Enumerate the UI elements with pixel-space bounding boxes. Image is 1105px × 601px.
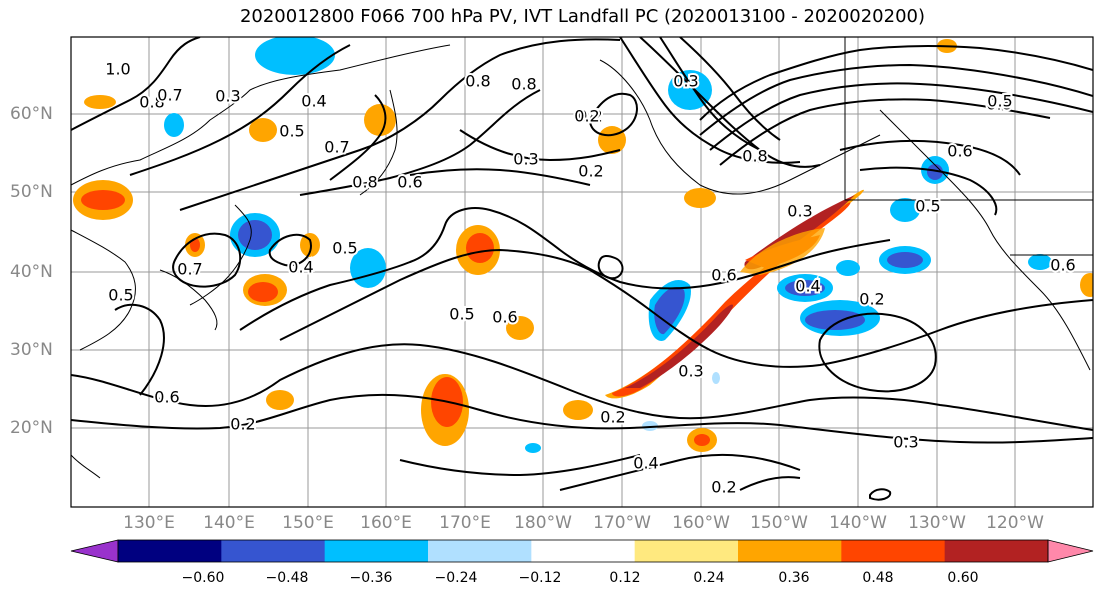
contour-label: 0.2 xyxy=(577,107,602,126)
lon-label: 150°W xyxy=(750,513,808,533)
colorbar-segment xyxy=(738,540,842,562)
lon-label: 170°E xyxy=(439,513,491,533)
lon-label: 170°W xyxy=(593,513,651,533)
contour-label: 0.7 xyxy=(177,260,202,279)
contour-labels: 1.00.80.7 0.30.50.40.80.20.8 0.30.20.80.70… xyxy=(103,58,1077,499)
colorbar-tick-label: 0.60 xyxy=(947,570,979,586)
contour-label: 0.7 xyxy=(324,138,349,157)
map-frame xyxy=(70,36,1094,508)
lat-label: 30°N xyxy=(10,340,53,360)
contour-label: 0.7 xyxy=(157,86,182,105)
colorbar-segment xyxy=(531,540,636,562)
contour-label: 0.2 xyxy=(230,415,255,434)
colorbar-segment xyxy=(841,540,946,562)
colorbar-tick-label: 0.12 xyxy=(609,570,641,586)
colorbar-tick-label: −0.60 xyxy=(181,570,225,586)
contour-label: 0.3 xyxy=(215,87,240,106)
contour-label: 0.8 xyxy=(511,75,536,94)
coastlines xyxy=(71,37,1093,479)
colorbar-segment xyxy=(324,540,429,562)
lon-label: 140°W xyxy=(829,513,887,533)
contour-label: 0.4 xyxy=(301,92,326,111)
map-content: 1.00.80.7 0.30.50.40.80.20.8 0.30.20.80.70… xyxy=(71,37,1093,507)
lon-label: 130°E xyxy=(123,513,175,533)
colorbar-tick-label: −0.12 xyxy=(518,570,562,586)
lon-label: 120°W xyxy=(986,513,1044,533)
colorbar-extend-max xyxy=(1047,539,1094,563)
contour-label: 0.5 xyxy=(332,239,357,258)
colorbar-tick-label: −0.36 xyxy=(349,570,393,586)
colorbar-segment xyxy=(428,540,532,562)
contour-label: 0.6 xyxy=(154,388,179,407)
lon-label: 160°W xyxy=(672,513,730,533)
contour-label: 0.3 xyxy=(673,72,698,91)
contour-label: 1.0 xyxy=(105,60,130,79)
contour-label: 0.6 xyxy=(1050,256,1075,275)
lon-label: 140°E xyxy=(203,513,255,533)
contour-label: 0.8 xyxy=(465,72,490,91)
lat-label: 50°N xyxy=(10,182,53,202)
contour-lines xyxy=(71,37,1093,501)
colorbar-segment xyxy=(634,540,739,562)
colorbar-tick-label: −0.24 xyxy=(434,570,478,586)
contour-label: 0.5 xyxy=(108,286,133,305)
contour-label: 0.4 xyxy=(633,454,658,473)
contour-label: 0.6 xyxy=(397,173,422,192)
colorbar-tick-label: 0.48 xyxy=(862,570,894,586)
contour-label: 0.3 xyxy=(678,362,703,381)
lon-label: 150°E xyxy=(282,513,334,533)
contour-label: 0.2 xyxy=(574,107,599,126)
colorbar-tick-label: 0.24 xyxy=(693,570,725,586)
colorbar-tick-label: 0.36 xyxy=(778,570,810,586)
colorbar-segment xyxy=(118,540,222,562)
contour-label: 0.6 xyxy=(492,308,517,327)
contour-label: 0.5 xyxy=(987,92,1012,111)
contour-label: 0.5 xyxy=(279,122,304,141)
contour-label: 0.8 xyxy=(352,173,377,192)
contour-label: 0.5 xyxy=(915,197,940,216)
contour-label: 0.8 xyxy=(139,93,164,112)
colorbar xyxy=(70,539,1094,563)
contour-label: 0.2 xyxy=(859,290,884,309)
contour-label: 0.3 xyxy=(513,150,538,169)
lon-label: 180°W xyxy=(514,513,572,533)
contour-label: 0.2 xyxy=(711,478,736,497)
lon-label: 160°E xyxy=(360,513,412,533)
colorbar-segment xyxy=(944,540,1049,562)
contour-label: 0.2 xyxy=(600,408,625,427)
contour-label: 0.3 xyxy=(893,433,918,452)
map-title: 2020012800 F066 700 hPa PV, IVT Landfall… xyxy=(239,6,926,27)
contour-label: 0.5 xyxy=(449,305,474,324)
colorbar-segment xyxy=(221,540,326,562)
contour-label: 0.6 xyxy=(711,266,736,285)
contour-label: 0.4 xyxy=(795,277,820,296)
colorbar-extend-min xyxy=(70,539,119,563)
contour-label: 0.2 xyxy=(578,162,603,181)
lat-label: 60°N xyxy=(10,104,53,124)
contour-label: 0.8 xyxy=(742,147,767,166)
colorbar-outline xyxy=(117,539,1049,563)
lat-label: 20°N xyxy=(10,418,53,438)
contour-label: 0.4 xyxy=(288,258,313,277)
contour-label: 0.6 xyxy=(947,142,972,161)
contour-label: 0.3 xyxy=(787,202,812,221)
lon-label: 130°W xyxy=(908,513,966,533)
lat-label: 40°N xyxy=(10,262,53,282)
colorbar-tick-label: −0.48 xyxy=(265,570,309,586)
shaded-fields xyxy=(73,37,1093,453)
contour-label: 0.6 xyxy=(986,95,1011,114)
